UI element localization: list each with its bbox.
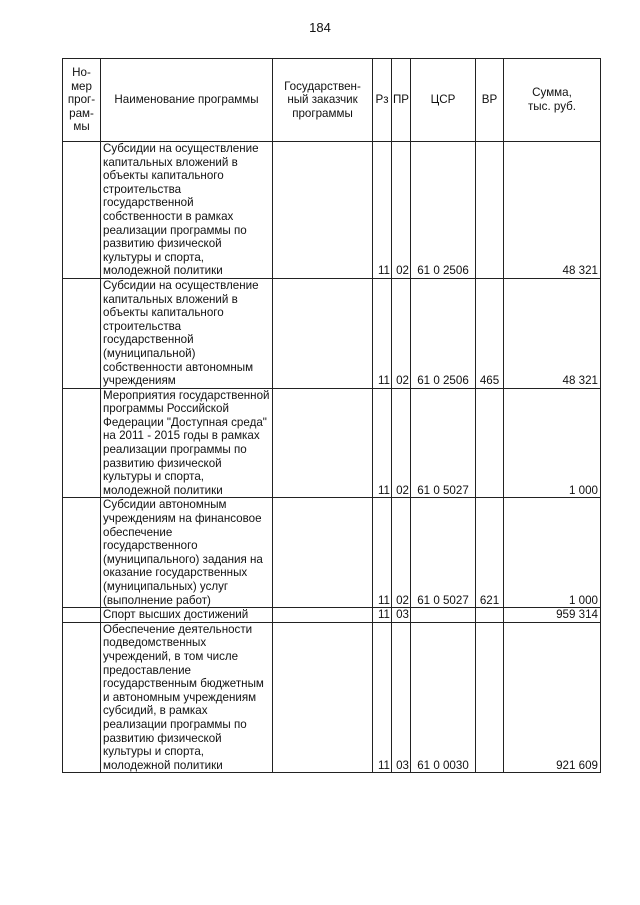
- cell-customer: [272, 387, 373, 499]
- header-row: Но- мер прог- рам- мы Наименование прогр…: [62, 58, 601, 142]
- header-pr: ПР: [391, 58, 411, 142]
- header-vr: ВР: [475, 58, 504, 142]
- cell-vr: [475, 141, 504, 279]
- cell-csr: 61 0 0030: [410, 621, 476, 774]
- cell-pr: 02: [391, 387, 411, 499]
- cell-name: Субсидии на осуществление капитальных вл…: [100, 141, 273, 279]
- cell-customer: [272, 607, 373, 623]
- cell-name: Спорт высших достижений: [100, 607, 273, 623]
- cell-csr: 61 0 2506: [410, 141, 476, 279]
- header-customer: Государствен- ный заказчик программы: [272, 58, 373, 142]
- cell-pr: 03: [391, 607, 411, 623]
- cell-rz: 11: [372, 497, 392, 609]
- cell-vr: 621: [475, 497, 504, 609]
- cell-csr: 61 0 5027: [410, 387, 476, 499]
- cell-vr: [475, 607, 504, 623]
- cell-vr: 465: [475, 277, 504, 389]
- cell-csr: 61 0 5027: [410, 497, 476, 609]
- cell-rz: 11: [372, 277, 392, 389]
- cell-customer: [272, 141, 373, 279]
- cell-rz: 11: [372, 141, 392, 279]
- cell-num: [62, 141, 101, 279]
- table-row: Субсидии на осуществление капитальных вл…: [62, 141, 601, 279]
- table-row: Субсидии на осуществление капитальных вл…: [62, 277, 601, 389]
- cell-rz: 11: [372, 621, 392, 774]
- cell-pr: 02: [391, 277, 411, 389]
- cell-customer: [272, 497, 373, 609]
- header-num: Но- мер прог- рам- мы: [62, 58, 101, 142]
- cell-num: [62, 387, 101, 499]
- cell-num: [62, 497, 101, 609]
- table-row: Мероприятия государственной программы Ро…: [62, 387, 601, 499]
- cell-sum: 921 609: [503, 621, 601, 774]
- cell-sum: 959 314: [503, 607, 601, 623]
- header-csr: ЦСР: [410, 58, 476, 142]
- cell-num: [62, 621, 101, 774]
- table-row: Спорт высших достижений 11 03 959 314: [62, 607, 601, 623]
- cell-pr: 02: [391, 497, 411, 609]
- cell-name: Обеспечение деятельности подведомственны…: [100, 621, 273, 774]
- cell-vr: [475, 387, 504, 499]
- header-sum: Сумма, тыс. руб.: [503, 58, 601, 142]
- cell-sum: 48 321: [503, 277, 601, 389]
- header-rz: Рз: [372, 58, 392, 142]
- cell-sum: 48 321: [503, 141, 601, 279]
- cell-csr: 61 0 2506: [410, 277, 476, 389]
- page-number: 184: [309, 20, 331, 35]
- cell-rz: 11: [372, 607, 392, 623]
- cell-vr: [475, 621, 504, 774]
- cell-num: [62, 277, 101, 389]
- cell-name: Субсидии автономным учреждениям на финан…: [100, 497, 273, 609]
- cell-pr: 02: [391, 141, 411, 279]
- cell-name: Мероприятия государственной программы Ро…: [100, 387, 273, 499]
- header-name: Наименование программы: [100, 58, 273, 142]
- cell-sum: 1 000: [503, 387, 601, 499]
- cell-sum: 1 000: [503, 497, 601, 609]
- cell-rz: 11: [372, 387, 392, 499]
- cell-num: [62, 607, 101, 623]
- table-row: Субсидии автономным учреждениям на финан…: [62, 497, 601, 609]
- table-row: Обеспечение деятельности подведомственны…: [62, 621, 601, 774]
- cell-name: Субсидии на осуществление капитальных вл…: [100, 277, 273, 389]
- cell-customer: [272, 277, 373, 389]
- cell-customer: [272, 621, 373, 774]
- cell-csr: [410, 607, 476, 623]
- cell-pr: 03: [391, 621, 411, 774]
- program-table: Но- мер прог- рам- мы Наименование прогр…: [62, 58, 601, 774]
